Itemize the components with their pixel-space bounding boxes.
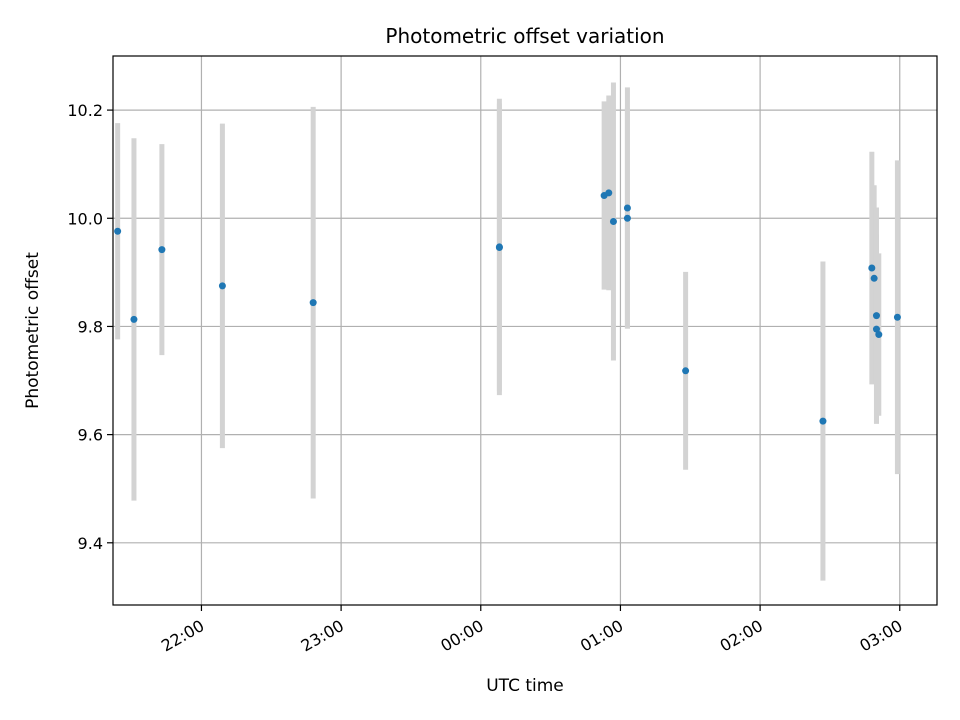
y-tick-label: 10.0 <box>67 209 103 228</box>
data-point <box>158 246 166 254</box>
data-point <box>114 227 122 235</box>
data-point <box>893 313 901 321</box>
data-point <box>868 264 876 272</box>
data-point <box>623 204 631 212</box>
x-axis-title: UTC time <box>486 676 564 696</box>
data-point <box>218 282 226 290</box>
data-point <box>872 325 880 333</box>
plot-frame <box>112 55 938 606</box>
y-tick-label: 9.4 <box>78 534 103 553</box>
grid-lines <box>113 56 937 605</box>
data-point <box>130 315 138 323</box>
y-tick-label: 9.6 <box>78 426 103 445</box>
y-axis-title: Photometric offset <box>23 252 43 409</box>
y-tick-label: 10.2 <box>67 101 103 120</box>
data-point <box>682 367 690 375</box>
x-tick-label: 00:00 <box>437 616 486 656</box>
data-point <box>872 312 880 320</box>
axis-ticks: 22:00 23:00 00:00 01:00 02:00 03:00 9.4 9.6 9.8 1… <box>67 101 905 655</box>
chart-title: Photometric offset variation <box>385 24 664 48</box>
y-tick-label: 9.8 <box>78 317 103 336</box>
x-tick-label: 01:00 <box>577 616 626 656</box>
data-point <box>609 218 617 226</box>
x-tick-label: 03:00 <box>856 616 905 656</box>
data-points <box>114 189 901 425</box>
x-tick-label: 02:00 <box>717 616 766 656</box>
data-point <box>309 299 317 307</box>
x-tick-label: 22:00 <box>158 616 207 656</box>
data-point <box>495 243 503 251</box>
error-bars <box>115 82 900 581</box>
x-tick-label: 23:00 <box>298 616 347 656</box>
data-point <box>875 331 883 339</box>
data-point <box>819 417 827 425</box>
data-point <box>605 189 613 197</box>
data-point <box>623 214 631 222</box>
data-point <box>870 274 878 282</box>
